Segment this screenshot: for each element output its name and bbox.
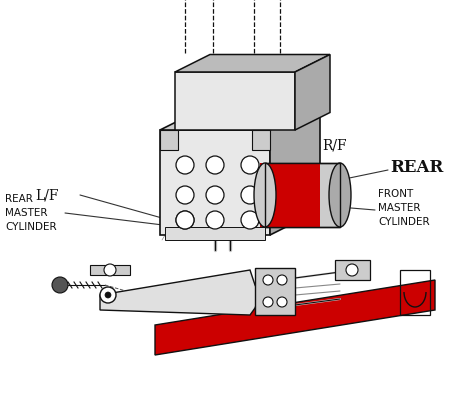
Circle shape bbox=[52, 277, 68, 293]
Polygon shape bbox=[100, 270, 260, 315]
Polygon shape bbox=[265, 163, 340, 227]
Circle shape bbox=[176, 211, 194, 229]
Polygon shape bbox=[160, 130, 178, 150]
Text: R/F: R/F bbox=[322, 138, 346, 152]
Circle shape bbox=[206, 186, 224, 204]
Polygon shape bbox=[155, 280, 435, 355]
Circle shape bbox=[104, 264, 116, 276]
Polygon shape bbox=[165, 227, 265, 240]
Polygon shape bbox=[260, 163, 320, 227]
Polygon shape bbox=[175, 55, 330, 72]
Circle shape bbox=[277, 297, 287, 307]
Circle shape bbox=[176, 186, 194, 204]
Circle shape bbox=[105, 292, 111, 298]
Polygon shape bbox=[160, 105, 320, 130]
Polygon shape bbox=[252, 130, 270, 150]
Polygon shape bbox=[270, 105, 320, 235]
Circle shape bbox=[346, 264, 358, 276]
Circle shape bbox=[241, 156, 259, 174]
Polygon shape bbox=[90, 265, 130, 275]
Polygon shape bbox=[335, 260, 370, 280]
Ellipse shape bbox=[254, 163, 276, 227]
Polygon shape bbox=[255, 268, 295, 315]
Circle shape bbox=[263, 297, 273, 307]
Polygon shape bbox=[175, 72, 295, 130]
Text: REAR
MASTER
CYLINDER: REAR MASTER CYLINDER bbox=[5, 194, 56, 232]
Circle shape bbox=[206, 211, 224, 229]
Text: REAR: REAR bbox=[390, 158, 443, 175]
Text: FRONT
MASTER
CYLINDER: FRONT MASTER CYLINDER bbox=[378, 189, 429, 227]
Circle shape bbox=[241, 211, 259, 229]
Circle shape bbox=[176, 211, 194, 229]
Polygon shape bbox=[295, 55, 330, 130]
Circle shape bbox=[206, 156, 224, 174]
Circle shape bbox=[176, 156, 194, 174]
Circle shape bbox=[241, 186, 259, 204]
Circle shape bbox=[277, 275, 287, 285]
Circle shape bbox=[100, 287, 116, 303]
Ellipse shape bbox=[329, 163, 351, 227]
Circle shape bbox=[263, 275, 273, 285]
Text: L/F: L/F bbox=[35, 188, 58, 202]
Polygon shape bbox=[160, 130, 270, 235]
